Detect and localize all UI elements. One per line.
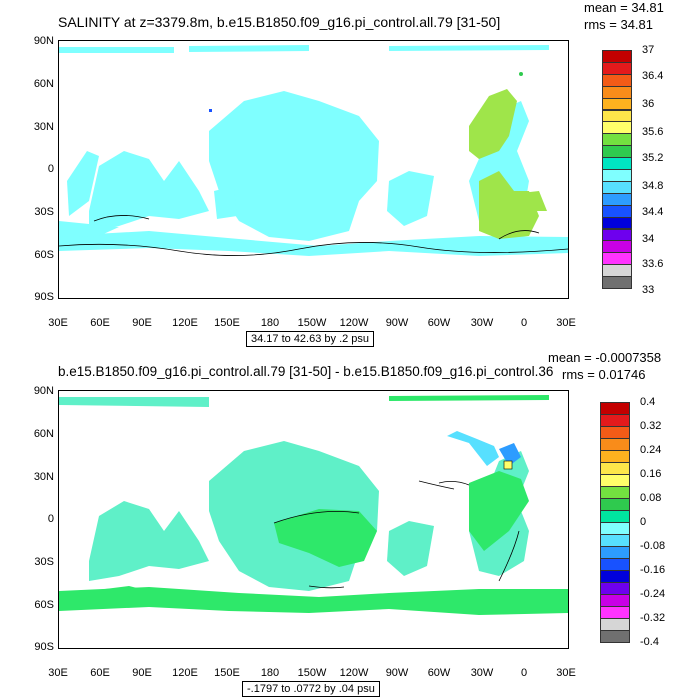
lon-label: 150E [214, 667, 240, 679]
lat-label: 30N [33, 121, 54, 133]
colorbar-label: 34.8 [642, 180, 664, 192]
colorbar-label: 0.4 [640, 396, 656, 408]
map-frame [58, 390, 569, 649]
lon-label: 90W [385, 317, 409, 329]
mean-stat: mean = 34.81 [584, 0, 664, 15]
difference-negative-fill [447, 431, 521, 466]
ocean-fill [59, 397, 529, 591]
colorbar-label: 36 [642, 98, 655, 110]
lat-label: 60S [34, 599, 54, 611]
lat-label: 0 [47, 513, 54, 525]
colorbar-label: 36.4 [642, 70, 664, 82]
colorbar-label: 0.32 [640, 420, 662, 432]
map-frame [58, 40, 569, 299]
lat-label: 90S [34, 641, 54, 653]
lat-label: 30S [34, 206, 54, 218]
colorbar: 0.4 0.32 0.24 0.16 0.08 0 -0.08 -0.16 -0… [600, 396, 690, 648]
colorbar-label: 0.08 [640, 492, 662, 504]
contour-range-label: -.1797 to .0772 by .04 psu [242, 681, 380, 697]
lon-label: 150W [297, 317, 327, 329]
lon-label: 120W [339, 667, 369, 679]
panel-title: SALINITY at z=3379.8m, b.e15.B1850.f09_g… [58, 14, 501, 30]
lat-label: 90N [33, 35, 54, 47]
colorbar-label: 0 [640, 516, 647, 528]
lon-label: 90W [385, 667, 409, 679]
ocean-fill [59, 45, 568, 256]
lon-label: 30E [556, 667, 576, 679]
lon-label: 60W [427, 317, 451, 329]
lat-label: 90S [34, 291, 54, 303]
colorbar-label: 37 [642, 44, 655, 56]
colorbar-label: 35.2 [642, 152, 664, 164]
lon-label: 60W [427, 667, 451, 679]
lat-label: 0 [47, 163, 54, 175]
salinity-map [59, 45, 568, 256]
rms-stat: rms = 34.81 [584, 17, 654, 32]
mean-stat: mean = -0.0007358 [548, 350, 662, 365]
lon-label: 90E [132, 667, 152, 679]
colorbar-label: 34.4 [642, 206, 664, 218]
contour-range-label: 34.17 to 42.63 by .2 psu [246, 331, 375, 347]
colorbar-swatch [602, 276, 632, 289]
lon-label: 90E [132, 317, 152, 329]
lon-label: 30E [48, 317, 68, 329]
colorbar-label: -0.16 [640, 564, 666, 576]
colorbar-label: 33 [642, 284, 655, 296]
panel-bottom: b.e15.B1850.f09_g16.pi_control.all.79 [3… [0, 350, 700, 700]
colorbar-label: -0.4 [640, 636, 659, 648]
lon-label: 150E [214, 317, 240, 329]
colorbar-label: 0.16 [640, 468, 662, 480]
lat-label: 30N [33, 471, 54, 483]
lon-label: 120E [172, 667, 198, 679]
lat-label: 60N [33, 428, 54, 440]
lat-label: 60S [34, 249, 54, 261]
contour-lines [59, 215, 568, 256]
panel-top: SALINITY at z=3379.8m, b.e15.B1850.f09_g… [33, 0, 692, 347]
lon-label: 120W [339, 317, 369, 329]
lon-label: 60E [90, 667, 110, 679]
lon-label: 30W [470, 317, 494, 329]
north-atlantic-fill [469, 89, 547, 239]
lon-label: 30E [48, 667, 68, 679]
difference-positive-fill [59, 395, 568, 615]
lon-label: 30W [470, 667, 494, 679]
panel-title: b.e15.B1850.f09_g16.pi_control.all.79 [3… [58, 364, 558, 379]
lon-label: 60E [90, 317, 110, 329]
colorbar-swatch [600, 630, 630, 643]
lat-label: 90N [33, 385, 54, 397]
contour-lines [273, 480, 520, 589]
colorbar-label: -0.24 [640, 588, 666, 600]
lon-label: 0 [520, 317, 528, 329]
salinity-difference-map [59, 395, 568, 615]
lon-label: 30E [556, 317, 576, 329]
lon-label: 180 [260, 667, 280, 679]
lon-label: 150W [297, 667, 327, 679]
colorbar-label: 35.6 [642, 126, 664, 138]
colorbar-label: 33.6 [642, 258, 664, 270]
lon-label: 180 [260, 317, 280, 329]
lat-label: 30S [34, 556, 54, 568]
colorbar: 37 36.4 36 35.6 35.2 34.8 34.4 34 33.6 3… [602, 44, 692, 296]
colorbar-label: 0.24 [640, 444, 662, 456]
colorbar-label: -0.32 [640, 612, 666, 624]
lon-label: 0 [520, 667, 528, 679]
lon-label: 120E [172, 317, 198, 329]
rms-stat: rms = 0.01746 [562, 367, 646, 382]
lat-label: 60N [33, 78, 54, 90]
colorbar-label: -0.08 [640, 540, 666, 552]
colorbar-label: 34 [642, 233, 655, 245]
